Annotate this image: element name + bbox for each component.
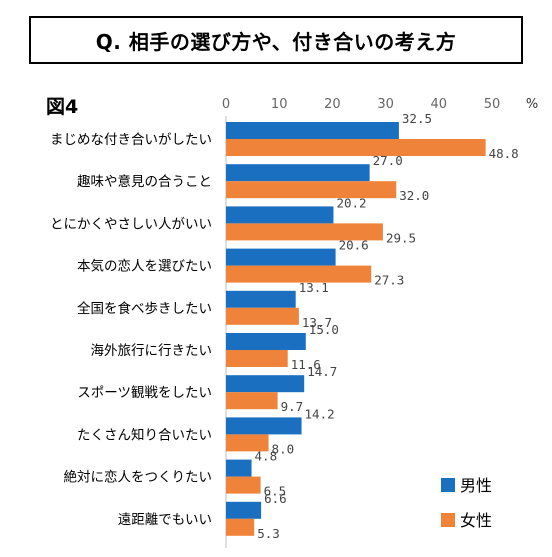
x-axis-unit: % — [526, 97, 538, 112]
bar-male — [226, 164, 370, 182]
x-tick-label-30: 30 — [377, 97, 394, 112]
figure-label: 図4 — [46, 96, 79, 118]
bar-male — [226, 375, 305, 393]
bar-female — [226, 518, 255, 536]
category-label: たくさん知り合いたい — [77, 426, 212, 443]
category-label: 遠距離でもいい — [118, 512, 212, 528]
category-label: 趣味や意見の合うこと — [77, 173, 212, 190]
bar-female — [226, 434, 269, 452]
category-label: 絶対に恋人をつくりたい — [64, 469, 213, 486]
x-tick-label-40: 40 — [431, 97, 448, 112]
value-label-female: 29.5 — [386, 230, 416, 245]
bar-male — [226, 122, 399, 139]
value-label-male: 20.6 — [339, 238, 369, 253]
bar-male — [226, 417, 302, 435]
value-label-female: 27.3 — [374, 273, 404, 288]
value-label-female: 11.6 — [291, 357, 321, 372]
chart-title-box: Q. 相手の選び方や、付き合いの考え方 — [29, 16, 523, 64]
bar-female — [226, 265, 372, 283]
value-label-male: 14.2 — [305, 406, 335, 421]
legend-swatch-female — [441, 513, 455, 527]
value-label-female: 48.8 — [489, 146, 519, 161]
x-tick-label-10: 10 — [271, 97, 288, 112]
category-label: とにかくやさしい人がいい — [50, 216, 212, 232]
category-label: 全国を食べ歩きしたい — [77, 300, 212, 317]
category-label: まじめな付き合いがしたい — [50, 132, 212, 148]
category-label: 本気の恋人を選びたい — [77, 258, 212, 275]
value-label-female: 9.7 — [281, 399, 304, 414]
value-label-male: 27.0 — [373, 153, 403, 168]
bar-female — [226, 476, 261, 494]
value-label-male: 15.0 — [309, 322, 339, 337]
bar-male — [226, 206, 334, 224]
value-label-male: 13.1 — [299, 280, 329, 295]
category-label: スポーツ観戦をしたい — [77, 384, 212, 401]
bar-male — [226, 290, 296, 308]
x-tick-label-0: 0 — [222, 97, 230, 112]
bar-male — [226, 459, 252, 477]
category-label: 海外旅行に行きたい — [91, 343, 213, 359]
bar-female — [226, 350, 288, 367]
legend-label-female: 女性 — [460, 511, 492, 530]
bar-male — [226, 248, 336, 266]
bar-female — [226, 181, 397, 199]
bar-female — [226, 392, 278, 410]
value-label-male: 4.8 — [255, 449, 278, 464]
value-label-female: 32.0 — [399, 188, 429, 203]
value-label-female: 8.0 — [272, 441, 295, 456]
bar-female — [226, 223, 383, 241]
legend-label-male: 男性 — [460, 476, 492, 495]
value-label-male: 14.7 — [307, 364, 337, 379]
value-label-female: 13.7 — [302, 315, 332, 330]
bar-female — [226, 307, 299, 325]
legend-swatch-male — [441, 478, 455, 492]
x-tick-label-50: 50 — [484, 97, 501, 112]
value-label-male: 20.2 — [336, 195, 366, 210]
bar-male — [226, 333, 306, 350]
value-label-female: 6.5 — [264, 484, 287, 499]
x-tick-label-20: 20 — [324, 97, 341, 112]
value-label-female: 5.3 — [257, 526, 280, 541]
bar-male — [226, 501, 262, 519]
value-label-male: 6.6 — [264, 491, 287, 506]
chart-title: Q. 相手の選び方や、付き合いの考え方 — [95, 29, 457, 54]
bar-female — [226, 139, 486, 156]
value-label-male: 32.5 — [402, 111, 432, 126]
